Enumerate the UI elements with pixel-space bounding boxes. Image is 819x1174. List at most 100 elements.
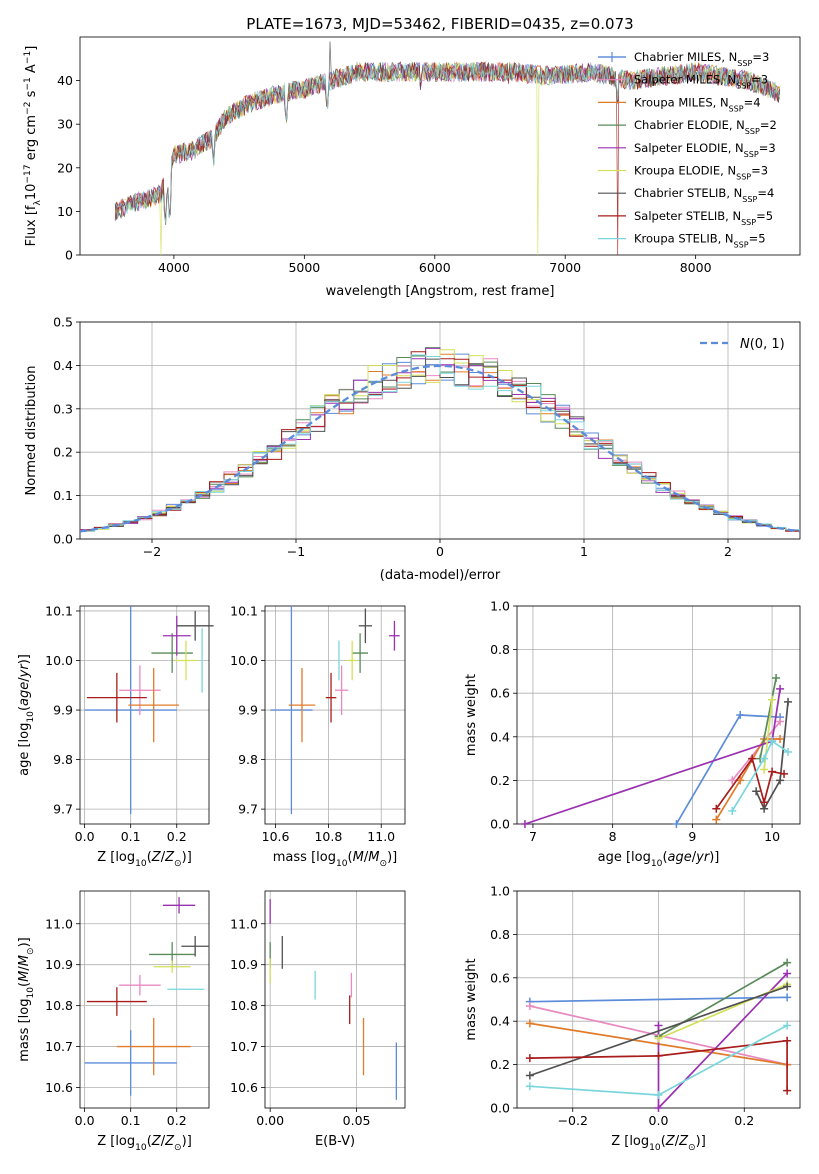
- y-tick-label: 30: [57, 117, 73, 132]
- weight-marker: [783, 1086, 792, 1095]
- y-tick-label: 11.0: [45, 916, 73, 931]
- legend-label: Kroupa STELIB, NSSP=5: [634, 232, 766, 250]
- y-tick-label: 40: [57, 73, 73, 88]
- x-tick-label: 10.6: [262, 829, 290, 844]
- x-tick-label: −0.2: [558, 1113, 588, 1128]
- mass-vs-Z-axes: 0.0 0.1 0.2 10.6 10.7 10.8 10.9 11.0: [45, 890, 210, 1128]
- weight-marker: [712, 815, 721, 824]
- weight-marker: [748, 754, 757, 763]
- weight-marker: [772, 673, 781, 682]
- age-vs-Z-xlabel: Z [log10(Z/Z⊙)]: [97, 850, 192, 869]
- weight-marker: [525, 1019, 534, 1028]
- weight-marker: [783, 958, 792, 967]
- age-vs-mass-xlabel: mass [log10(M/M⊙)]: [273, 850, 397, 869]
- weight-marker: [760, 754, 769, 763]
- weight-marker: [783, 982, 792, 991]
- age-vs-Z-points: [84, 606, 214, 815]
- weight-marker: [654, 1034, 663, 1043]
- weight-vs-Z-xlabel: Z [log10(Z/Z⊙)]: [611, 1134, 706, 1153]
- mass-vs-Z-xlabel: Z [log10(Z/Z⊙)]: [97, 1134, 192, 1153]
- weight-vs-age-xlabel: age [log10(age/yr)]: [598, 850, 720, 869]
- residuals-xlabel: (data-model)/error: [380, 568, 501, 583]
- legend-label: Chabrier STELIB, NSSP=4: [634, 186, 774, 204]
- legend-normal-label: N(0, 1): [740, 337, 785, 352]
- weight-vs-Z-ylabel: mass weight: [464, 958, 479, 1040]
- x-tick-label: 1: [580, 544, 588, 559]
- weight-marker: [525, 1071, 534, 1080]
- weight-marker: [760, 798, 769, 807]
- weight-line: [715, 756, 785, 810]
- y-tick-label: 0.2: [490, 1057, 510, 1072]
- y-tick-label: 10.9: [45, 957, 73, 972]
- weight-marker: [525, 1054, 534, 1063]
- age-vs-mass-points: [270, 606, 400, 815]
- weight-marker: [784, 748, 793, 757]
- weight-marker: [654, 1021, 663, 1030]
- y-tick-label: 10.8: [45, 998, 73, 1013]
- age-vs-Z-ylabel: age [log10(age/yr)]: [17, 654, 36, 776]
- mass-vs-ebv-points: [269, 899, 398, 1100]
- weight-marker: [783, 1021, 792, 1030]
- weight-marker: [752, 787, 761, 796]
- y-tick-label: 10.6: [45, 1080, 73, 1095]
- weight-marker: [768, 767, 777, 776]
- weight-marker: [776, 684, 785, 693]
- weight-marker: [728, 776, 737, 785]
- x-tick-label: 0.00: [256, 1113, 284, 1128]
- y-tick-label: 20: [57, 160, 73, 175]
- residuals-axes: −2 −1 0 1 2 0.0 0.1 0.2 0.3 0.4 0.5: [53, 315, 801, 559]
- weight-marker: [780, 769, 789, 778]
- weight-marker: [768, 737, 777, 746]
- y-tick-label: 9.8: [53, 752, 73, 767]
- age-vs-mass-axes: 10.6 10.8 11.0 9.7 9.8 9.9 10.0 10.1: [230, 603, 406, 844]
- x-tick-label: 0.0: [75, 1113, 95, 1128]
- y-tick-label: 0: [65, 248, 73, 263]
- weight-line: [529, 985, 788, 1077]
- weight-vs-age-axes: 7 8 9 10 0.0 0.2 0.4 0.6 0.8 1.0: [490, 599, 801, 844]
- x-tick-label: 2: [724, 544, 732, 559]
- spectrum-frame: [79, 36, 801, 256]
- y-tick-label: 10.0: [45, 653, 73, 668]
- y-tick-label: 0.8: [490, 642, 510, 657]
- mass-vs-Z-ylabel: mass [log10(M/M⊙)]: [17, 937, 36, 1061]
- y-tick-label: 9.7: [238, 802, 258, 817]
- spectrum-series: [114, 41, 781, 255]
- x-tick-label: 6000: [419, 260, 451, 275]
- legend-label: Salpeter ELODIE, NSSP=3: [634, 141, 776, 159]
- spectrum-line-kroupa-elodie: [114, 61, 781, 255]
- y-tick-label: 9.7: [53, 802, 73, 817]
- legend-label: Chabrier ELODIE, NSSP=2: [634, 118, 777, 136]
- x-tick-label: −1: [287, 544, 305, 559]
- x-tick-label: 8000: [680, 260, 712, 275]
- weight-line: [731, 739, 789, 812]
- normal-curve: [79, 364, 801, 533]
- legend-label: Salpeter STELIB, NSSP=5: [634, 209, 773, 227]
- weight-marker: [736, 711, 745, 719]
- weight-marker: [654, 1051, 663, 1060]
- x-tick-label: 0: [436, 544, 444, 559]
- weight-marker: [712, 804, 721, 813]
- age-vs-mass-frame: [264, 605, 406, 825]
- y-tick-label: 10.1: [230, 603, 258, 618]
- y-tick-label: 0.5: [53, 315, 73, 330]
- mass-vs-Z-frame: [79, 890, 210, 1109]
- x-tick-label: 10.8: [314, 829, 342, 844]
- y-tick-label: 9.9: [238, 703, 258, 718]
- y-tick-label: 0.3: [53, 401, 73, 416]
- y-tick-label: 10.0: [230, 653, 258, 668]
- y-tick-label: 10: [57, 204, 73, 219]
- legend-label: Kroupa ELODIE, NSSP=3: [634, 164, 768, 182]
- weight-marker: [672, 820, 681, 828]
- y-tick-label: 10.7: [230, 1039, 258, 1054]
- weight-line: [759, 677, 777, 759]
- weight-marker: [525, 1002, 534, 1011]
- x-tick-label: 0.0: [649, 1113, 669, 1128]
- weight-vs-Z-series: [525, 958, 792, 1112]
- y-tick-label: 0.4: [53, 358, 73, 373]
- weight-vs-age-ylabel: mass weight: [464, 674, 479, 756]
- mass-vs-Z-grid: [80, 891, 209, 1108]
- x-tick-label: 5000: [288, 260, 320, 275]
- spectrum-axes: 4000 5000 6000 7000 8000 0 10 20 30 40: [57, 36, 801, 275]
- x-tick-label: 0.0: [75, 829, 95, 844]
